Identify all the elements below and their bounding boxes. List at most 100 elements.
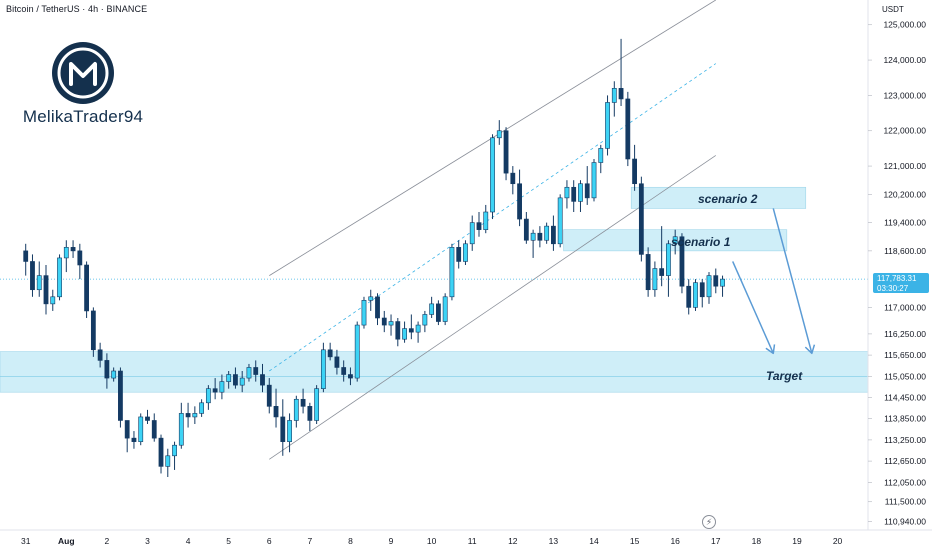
candle[interactable] — [436, 300, 441, 326]
candle[interactable] — [388, 314, 394, 336]
candle[interactable] — [320, 342, 326, 393]
candle[interactable] — [408, 314, 414, 340]
candle[interactable] — [564, 180, 570, 209]
candle[interactable] — [205, 385, 211, 410]
candle[interactable] — [145, 409, 150, 424]
candle[interactable] — [36, 261, 42, 297]
candle[interactable] — [611, 81, 617, 117]
candle[interactable] — [693, 279, 698, 311]
candle[interactable] — [138, 413, 144, 446]
candle[interactable] — [490, 134, 495, 220]
candle[interactable] — [429, 296, 435, 318]
candle[interactable] — [90, 307, 96, 357]
symbol-title[interactable]: Bitcoin / TetherUS · 4h · BINANCE — [6, 4, 148, 14]
candle[interactable] — [246, 363, 252, 382]
candle[interactable] — [483, 204, 489, 234]
candle[interactable] — [307, 402, 313, 432]
candle[interactable] — [158, 434, 164, 474]
candle[interactable] — [652, 261, 658, 297]
candle[interactable] — [287, 413, 292, 453]
candle[interactable] — [192, 406, 198, 424]
candle[interactable] — [598, 144, 604, 174]
candle[interactable] — [659, 226, 665, 287]
scenario2-zone[interactable] — [630, 186, 807, 209]
candle[interactable] — [672, 229, 678, 255]
candle[interactable] — [415, 321, 421, 343]
candle[interactable] — [720, 275, 725, 297]
candle[interactable] — [402, 321, 407, 343]
candle[interactable] — [381, 310, 387, 333]
candle[interactable] — [151, 413, 157, 442]
candle[interactable] — [530, 229, 536, 258]
candle[interactable] — [354, 321, 360, 382]
candle[interactable] — [551, 215, 556, 251]
candle[interactable] — [104, 353, 110, 389]
candle[interactable] — [686, 279, 692, 315]
candle[interactable] — [645, 247, 651, 297]
candle[interactable] — [544, 222, 550, 244]
candle[interactable] — [260, 363, 265, 393]
candle[interactable] — [118, 367, 123, 428]
candle[interactable] — [449, 243, 455, 301]
candle[interactable] — [375, 293, 380, 326]
candle[interactable] — [442, 293, 448, 326]
candle[interactable] — [571, 180, 577, 212]
candle[interactable] — [327, 342, 333, 361]
candle[interactable] — [537, 226, 543, 248]
candle[interactable] — [638, 176, 644, 262]
candle[interactable] — [124, 420, 130, 453]
candle[interactable] — [266, 378, 272, 414]
candle[interactable] — [605, 95, 610, 156]
candle[interactable] — [503, 127, 509, 181]
candle[interactable] — [226, 371, 232, 389]
candle[interactable] — [368, 289, 374, 311]
candle[interactable] — [523, 212, 529, 244]
candle[interactable] — [111, 367, 117, 382]
candle[interactable] — [679, 233, 685, 294]
candle[interactable] — [334, 349, 340, 375]
candle[interactable] — [666, 240, 671, 297]
candle[interactable] — [300, 388, 306, 414]
candle[interactable] — [43, 265, 49, 315]
candle[interactable] — [699, 279, 705, 308]
candle[interactable] — [57, 254, 62, 301]
candle[interactable] — [348, 367, 353, 386]
candle[interactable] — [469, 215, 475, 251]
candle[interactable] — [517, 169, 522, 227]
candle[interactable] — [341, 360, 347, 382]
target-zone[interactable] — [0, 351, 869, 393]
candle[interactable] — [280, 399, 286, 456]
candle[interactable] — [185, 402, 191, 428]
candle[interactable] — [395, 318, 401, 347]
candle[interactable] — [625, 91, 631, 167]
candle[interactable] — [706, 272, 712, 304]
candle[interactable] — [63, 240, 69, 273]
candle[interactable] — [632, 144, 637, 191]
candle[interactable] — [314, 385, 320, 424]
candle[interactable] — [591, 159, 597, 202]
candle[interactable] — [77, 243, 83, 280]
scenario1-arrow[interactable] — [732, 261, 776, 355]
candle[interactable] — [23, 243, 29, 276]
scenario2-arrow[interactable] — [772, 208, 816, 355]
candle[interactable] — [510, 166, 516, 195]
candle[interactable] — [199, 399, 205, 417]
candle[interactable] — [293, 395, 299, 428]
candle[interactable] — [253, 360, 259, 382]
candle[interactable] — [713, 268, 719, 294]
candle[interactable] — [273, 388, 279, 428]
candle[interactable] — [70, 240, 76, 258]
candle[interactable] — [239, 371, 245, 393]
candle[interactable] — [618, 38, 624, 106]
candle[interactable] — [361, 296, 367, 329]
candle[interactable] — [212, 378, 218, 400]
candle[interactable] — [30, 254, 35, 297]
candle[interactable] — [496, 120, 502, 145]
candle[interactable] — [165, 448, 171, 477]
candle[interactable] — [233, 367, 238, 389]
candle[interactable] — [557, 194, 563, 248]
candle[interactable] — [456, 240, 462, 269]
candle[interactable] — [578, 180, 583, 212]
candle[interactable] — [50, 289, 56, 311]
